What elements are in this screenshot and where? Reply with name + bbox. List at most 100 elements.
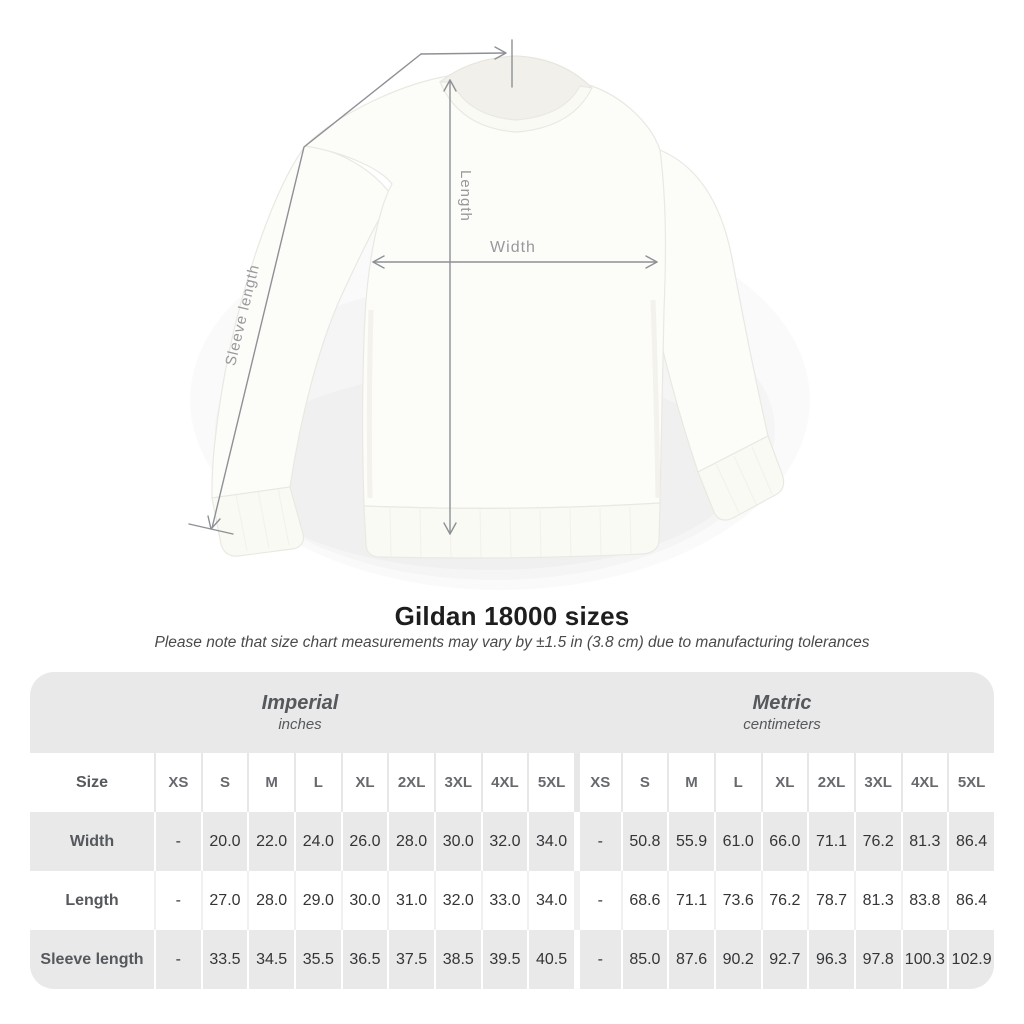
right-cuff-rib [715,446,773,514]
measurement-cell: 96.3 [807,930,854,989]
measurement-cell: 81.3 [900,812,948,871]
measurement-cell: 30.0 [340,871,388,930]
measurement-cell: 66.0 [760,812,808,871]
measurement-cell: 24.0 [293,812,341,871]
unit-group-metric: Metric centimeters [570,672,994,753]
collar-top-edge [439,55,593,89]
measurement-cell: 26.0 [340,812,388,871]
measurement-cell: 76.2 [853,812,901,871]
unit-groups-band: Imperial inches Metric centimeters [30,672,994,753]
measurement-cell: 68.6 [620,871,668,930]
measurement-cell: 90.2 [713,930,761,989]
measurement-cell: 36.5 [340,930,388,989]
measurement-cell: - [154,871,201,930]
measurement-cell: 97.8 [853,930,901,989]
size-header-imperial-xs: XS [154,753,201,812]
measurement-row-length: Length -27.0 28.0 29.0 30.0 31.0 32.0 33.0 34.0-… [30,871,994,930]
size-column-header: Size [30,753,154,812]
measurement-cell: 33.5 [200,930,248,989]
measurement-cell: 83.8 [900,871,948,930]
measurement-cell: 32.0 [480,812,528,871]
measurement-cell: 61.0 [713,812,761,871]
size-header-metric-s: S [620,753,668,812]
measurement-cell: 32.0 [433,871,481,930]
tolerance-note: Please note that size chart measurements… [154,634,870,651]
measurement-row-sleeve-length: Sleeve length - 33.5 34.5 35.5 36.5 37.5 38.5 39… [30,930,994,989]
measurement-cell: 29.0 [293,871,341,930]
width-measure-line [372,255,658,269]
measurement-cell: - [573,930,621,989]
measurement-cell: 78.7 [807,871,854,930]
measurement-cell: 39.5 [480,930,528,989]
measurement-cell: 102.9 [947,930,994,989]
measurement-cell: 71.1 [667,871,714,930]
waistband [363,502,661,559]
imperial-label: Imperial [261,691,339,714]
size-header-imperial-5xl: 5XL [527,753,574,812]
size-header-metric-4xl: 4XL [900,753,948,812]
measurement-cell: 40.5 [527,930,574,989]
size-table: Imperial inches Metric centimeters Size X… [30,672,994,989]
measurement-cell: 28.0 [247,871,294,930]
measurement-cell: 33.0 [480,871,528,930]
imperial-unit-label: inches [278,715,322,733]
measurement-cell: 35.5 [293,930,341,989]
measurement-cell: 22.0 [247,812,294,871]
measurement-cell: 28.0 [387,812,434,871]
measurement-cell: 34.0 [527,871,574,930]
size-table-body: Width -20.0 22.0 24.0 26.0 28.0 30.0 32.0 34.0-5… [30,812,994,989]
sweatshirt-diagram: Length Width Sleeve length [188,39,785,559]
measurement-cell: - [573,812,621,871]
size-header-imperial-2xl: 2XL [387,753,434,812]
length-measure-line [443,79,457,535]
measurement-cell: 73.6 [713,871,761,930]
unit-group-imperial: Imperial inches [30,672,570,753]
measurement-cell: 100.3 [900,930,948,989]
measurement-cell: 34.5 [247,930,294,989]
measurement-cell: 38.5 [433,930,481,989]
body-fold-shade [366,299,661,499]
length-label: Length [457,170,474,222]
size-header-metric-2xl: 2XL [807,753,854,812]
measurement-cell: 27.0 [200,871,248,930]
width-label: Width [490,239,536,256]
size-header-imperial-4xl: 4XL [480,753,528,812]
metric-label: Metric [752,691,812,714]
size-header-metric-3xl: 3XL [853,753,901,812]
right-cuff [697,435,785,521]
size-header-metric-xs: XS [573,753,621,812]
measurement-row-width: Width -20.0 22.0 24.0 26.0 28.0 30.0 32.0 34.0-5… [30,812,994,871]
page-title: Gildan 18000 sizes [394,601,630,631]
left-cuff [211,486,305,557]
size-header-imperial-xl: XL [340,753,388,812]
measurement-cell: 55.9 [667,812,714,871]
row-label: Width [30,812,154,871]
size-header-imperial-m: M [247,753,294,812]
size-table-grid: Size XS S M L XL 2XL 3XL 4XL 5XL XS S M L XL 2XL 3XL 4XL 5… [30,753,994,989]
size-header-imperial-s: S [200,753,248,812]
measurement-cell: - [154,812,201,871]
row-label: Length [30,871,154,930]
measurement-cell: 92.7 [760,930,808,989]
size-header-metric-xl: XL [760,753,808,812]
size-header-metric-l: L [713,753,761,812]
measurement-cell: - [573,871,621,930]
measurement-cell: 86.4 [947,871,994,930]
size-header-row: Size XS S M L XL 2XL 3XL 4XL 5XL XS S M L XL 2XL 3XL 4XL 5… [30,753,994,812]
measurement-cell: 31.0 [387,871,434,930]
size-header-metric-m: M [667,753,714,812]
size-header-metric-5xl: 5XL [947,753,994,812]
size-header-imperial-3xl: 3XL [433,753,481,812]
measurement-cell: 34.0 [527,812,574,871]
measurement-cell: 76.2 [760,871,808,930]
measurement-cell: 30.0 [433,812,481,871]
measurement-cell: 37.5 [387,930,434,989]
measurement-cell: 71.1 [807,812,854,871]
measurement-cell: 85.0 [620,930,668,989]
measurement-cell: 81.3 [853,871,901,930]
size-header-imperial-l: L [293,753,341,812]
measurement-cell: 87.6 [667,930,714,989]
measurement-cell: 20.0 [200,812,248,871]
row-label: Sleeve length [30,930,154,989]
